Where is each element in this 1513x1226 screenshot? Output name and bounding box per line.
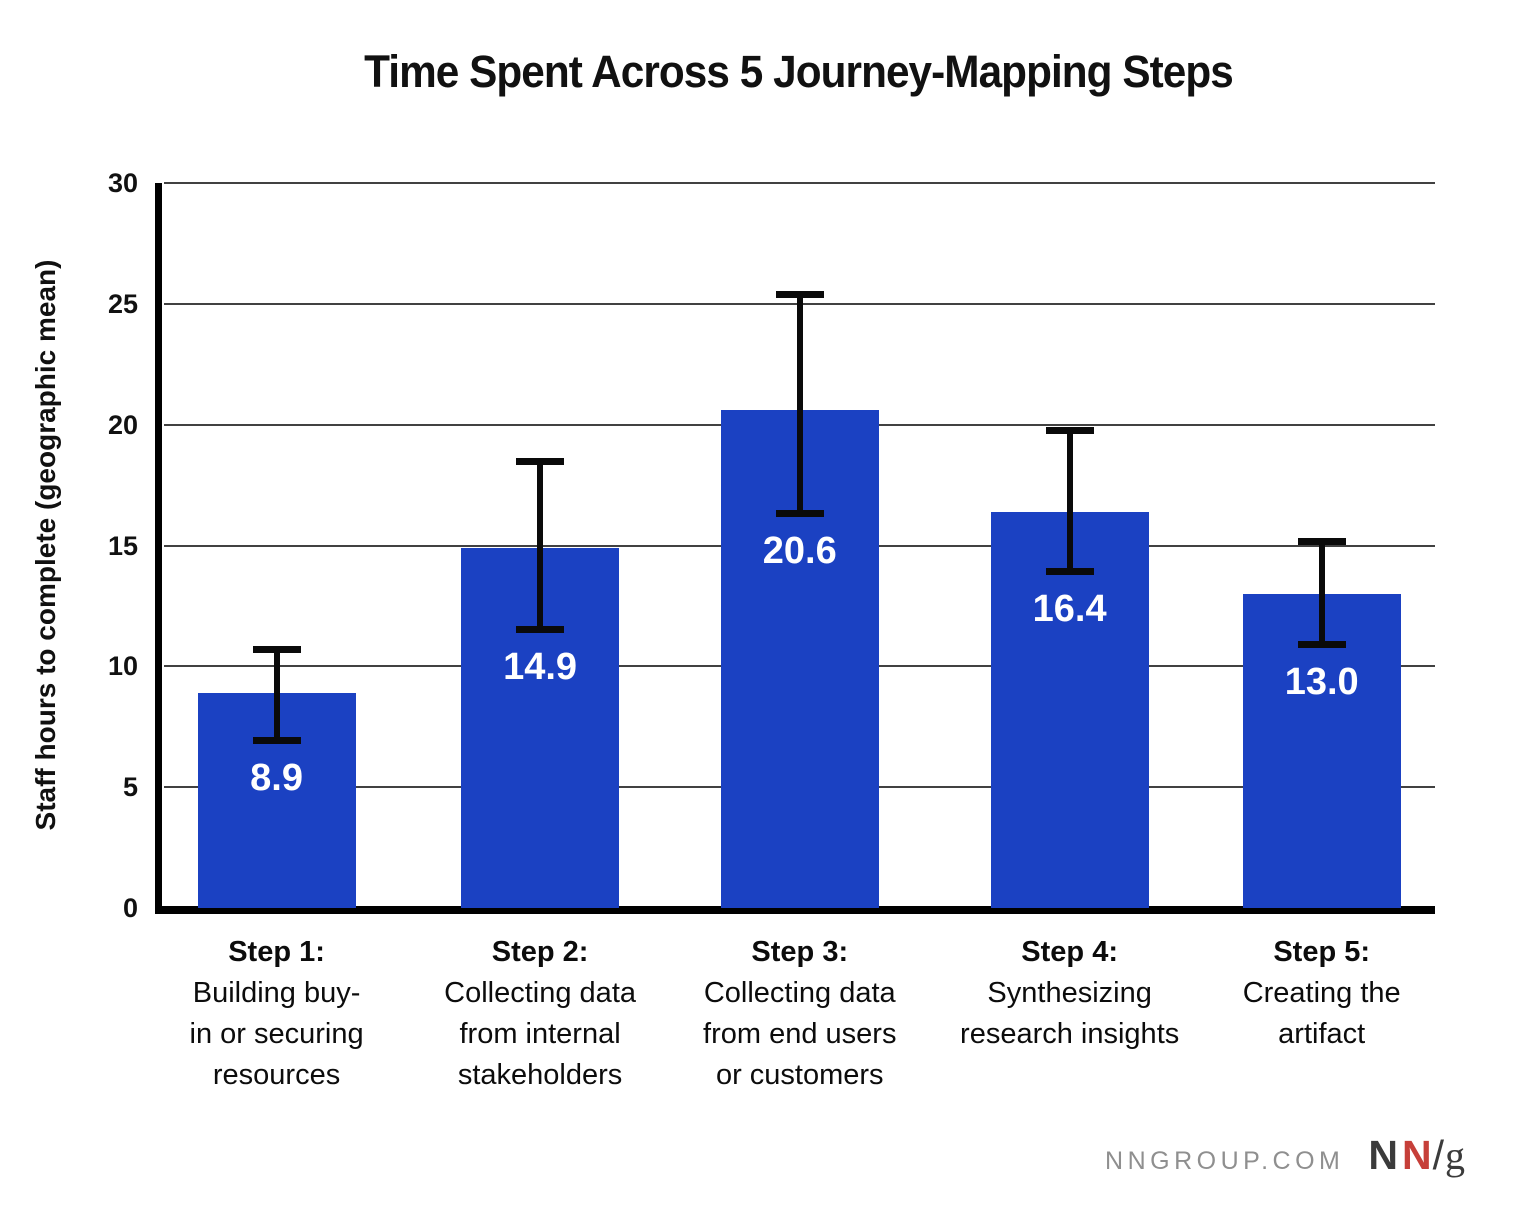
- footer: NNGROUP.COM NN/g: [1105, 1132, 1465, 1179]
- step-number-label: Step 3:: [751, 936, 849, 968]
- x-axis-label-step-1: Step 1: Building buy-in or securing resour…: [147, 932, 407, 1096]
- step-description-line: Collecting data: [444, 977, 636, 1009]
- x-axis-label-step-3: Step 3: Collecting data from end users or c…: [670, 932, 930, 1096]
- bar-value-label-step-1: 8.9: [250, 757, 303, 800]
- step-description-line: resources: [212, 1059, 341, 1091]
- step-description-line: Creating the: [1242, 977, 1401, 1009]
- y-tick-label-5: 5: [122, 772, 138, 803]
- step-description-line: stakeholders: [457, 1059, 623, 1091]
- y-tick-label-15: 15: [107, 530, 138, 561]
- footer-site-url: NNGROUP.COM: [1105, 1147, 1345, 1175]
- x-axis-label-step-4: Step 4: Synthesizing research insights: [940, 932, 1200, 1055]
- step-number-label: Step 1:: [228, 936, 325, 968]
- y-tick-label-20: 20: [107, 409, 138, 440]
- error-bar-cap-bottom-step-5: [1297, 640, 1346, 648]
- nng-logo-n2: N: [1401, 1132, 1432, 1178]
- step-description-line: artifact: [1278, 1018, 1366, 1050]
- nng-logo-slash: /: [1432, 1132, 1444, 1178]
- nng-logo-g: g: [1445, 1133, 1465, 1178]
- error-bar-cap-top-step-3: [775, 291, 824, 299]
- nng-logo-n1: N: [1368, 1132, 1398, 1178]
- error-bar-stem-step-5: [1318, 540, 1325, 645]
- gridline-30: [164, 182, 1435, 184]
- step-number-label: Step 4:: [1021, 936, 1118, 968]
- step-description-line: from internal: [459, 1018, 621, 1050]
- step-description-line: from end users: [703, 1018, 897, 1050]
- y-tick-label-10: 10: [107, 651, 138, 682]
- error-bar-cap-bottom-step-4: [1045, 568, 1094, 576]
- step-description-line: in or securing: [189, 1018, 364, 1050]
- x-axis-line: [155, 906, 1435, 914]
- bar-value-label-step-5: 13.0: [1284, 660, 1359, 703]
- bar-value-label-step-3: 20.6: [762, 530, 837, 573]
- error-bar-cap-top-step-5: [1297, 537, 1346, 545]
- step-description-line: Building buy-: [192, 977, 361, 1009]
- error-bar-stem-step-1: [273, 649, 280, 742]
- step-description-line: Collecting data: [703, 977, 896, 1009]
- plot-area: 0 5 10 15 20 25 30 8.9 14.9 20.6 16.4 13.0: [108, 168, 1435, 923]
- y-axis-line: [155, 183, 162, 914]
- step-description-line: research insights: [960, 1018, 1180, 1050]
- error-bar-cap-top-step-1: [252, 646, 301, 654]
- bar-value-label-step-2: 14.9: [503, 646, 578, 689]
- step-description-line: Synthesizing: [987, 977, 1152, 1009]
- error-bar-stem-step-2: [537, 460, 544, 631]
- error-bar-cap-bottom-step-1: [252, 737, 301, 745]
- nng-logo: NN/g: [1368, 1132, 1465, 1179]
- error-bar-cap-top-step-2: [516, 457, 565, 465]
- error-bar-stem-step-4: [1066, 429, 1073, 573]
- error-bar-cap-top-step-4: [1045, 426, 1094, 434]
- step-number-label: Step 5:: [1273, 936, 1371, 968]
- error-bar-stem-step-3: [796, 294, 803, 515]
- chart-title: Time Spent Across 5 Journey-Mapping Step…: [364, 46, 1234, 97]
- error-bar-cap-bottom-step-2: [516, 626, 565, 634]
- x-axis-label-step-2: Step 2: Collecting data from internal stake…: [410, 932, 670, 1096]
- y-tick-label-25: 25: [107, 288, 138, 319]
- y-tick-label-0: 0: [122, 893, 138, 923]
- error-bar-cap-bottom-step-3: [775, 510, 824, 518]
- bar-value-label-step-4: 16.4: [1032, 588, 1107, 631]
- step-description-line: or customers: [715, 1059, 884, 1091]
- y-tick-label-30: 30: [107, 168, 138, 198]
- step-number-label: Step 2:: [491, 936, 589, 968]
- bar-step-4: [990, 511, 1149, 908]
- x-axis-label-step-5: Step 5: Creating the artifact: [1192, 932, 1452, 1055]
